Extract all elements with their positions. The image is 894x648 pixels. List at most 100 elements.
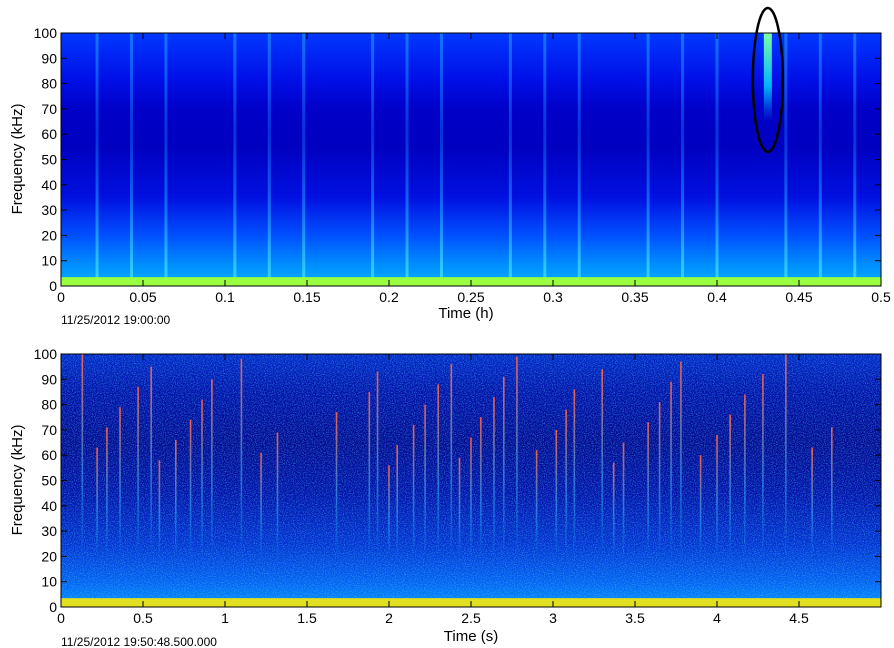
y-tick-label: 10 xyxy=(41,574,57,590)
x-tick-label: 4 xyxy=(713,610,721,626)
top-highlight-group xyxy=(751,6,785,154)
click-line xyxy=(388,465,390,557)
y-tick-label: 0 xyxy=(49,599,57,615)
click-line xyxy=(601,369,603,557)
top-axes-frame xyxy=(60,32,882,287)
y-tick-label: 0 xyxy=(49,278,57,294)
top-x-axis-label: Time (h) xyxy=(438,305,493,322)
click-line xyxy=(831,427,833,557)
bottom-x-axis-label: Time (s) xyxy=(444,628,498,645)
click-line xyxy=(729,414,731,557)
pulse-line xyxy=(784,33,788,286)
x-tick-label: 0.05 xyxy=(129,289,156,305)
y-tick-label: 30 xyxy=(41,523,57,539)
click-line xyxy=(106,427,108,557)
click-line xyxy=(744,394,746,557)
click-line xyxy=(612,462,615,557)
click-line xyxy=(211,379,213,557)
y-tick-label: 70 xyxy=(41,422,57,438)
click-line xyxy=(470,437,472,557)
x-tick-label: 1 xyxy=(221,610,229,626)
pulse-line xyxy=(646,33,650,286)
pulse-line xyxy=(439,33,443,286)
bottom-axes-frame xyxy=(60,353,882,608)
click-line xyxy=(96,447,98,557)
click-line xyxy=(458,457,461,557)
top-start-timestamp: 11/25/2012 19:00:00 xyxy=(61,313,171,327)
click-line xyxy=(699,455,702,557)
x-tick-label: 2 xyxy=(385,610,393,626)
y-tick-label: 100 xyxy=(34,25,58,41)
y-tick-label: 90 xyxy=(41,50,57,66)
y-tick-label: 10 xyxy=(41,253,57,269)
y-tick-label: 50 xyxy=(41,152,57,168)
click-line xyxy=(396,445,398,557)
click-line xyxy=(81,354,84,557)
click-line xyxy=(658,402,661,557)
bottom-spectrogram-clicks xyxy=(81,354,833,557)
highlight-ellipse xyxy=(751,6,785,154)
click-line xyxy=(376,371,379,557)
x-tick-label: 0.45 xyxy=(785,289,812,305)
pulse-line xyxy=(681,33,685,286)
bottom-axis-ticks: 0 0.5 1 1.5 2 2.5 3 3.5 4 4.5 0 10 20 30 40 50 60 70 80 90 1… xyxy=(34,346,881,626)
click-line xyxy=(175,440,177,557)
top-spectrogram-background xyxy=(61,33,881,286)
click-line xyxy=(276,432,279,557)
click-line xyxy=(785,354,787,557)
click-line xyxy=(137,386,139,557)
x-tick-label: 0.5 xyxy=(871,289,891,305)
click-line xyxy=(201,399,203,557)
pulse-line xyxy=(267,33,271,286)
y-tick-label: 40 xyxy=(41,177,57,193)
click-line xyxy=(260,452,262,557)
pulse-line xyxy=(543,33,547,286)
top-spectrogram-pulses xyxy=(95,33,857,286)
click-line xyxy=(119,407,121,557)
pulse-line xyxy=(715,33,719,286)
y-tick-label: 20 xyxy=(41,548,57,564)
pulse-line xyxy=(577,33,581,286)
click-line xyxy=(503,376,505,557)
click-line xyxy=(622,442,625,557)
pulse-line xyxy=(371,33,375,286)
click-line xyxy=(368,391,371,557)
click-line xyxy=(680,361,682,557)
x-tick-label: 0 xyxy=(57,289,65,305)
click-line xyxy=(335,412,338,557)
pulse-line xyxy=(95,33,99,286)
click-line xyxy=(437,384,439,557)
click-line xyxy=(811,447,813,557)
click-line xyxy=(189,419,192,557)
bottom-y-axis-label: Frequency (kHz) xyxy=(9,425,26,536)
click-line xyxy=(535,450,538,557)
x-tick-label: 0.1 xyxy=(215,289,235,305)
click-line xyxy=(762,374,764,557)
pulse-line xyxy=(508,33,512,286)
x-tick-label: 3 xyxy=(549,610,557,626)
y-tick-label: 50 xyxy=(41,473,57,489)
click-line xyxy=(565,409,567,557)
click-line xyxy=(555,429,558,557)
y-tick-label: 60 xyxy=(41,447,57,463)
x-tick-label: 0.3 xyxy=(543,289,563,305)
pulse-line xyxy=(164,33,168,286)
x-tick-label: 0 xyxy=(57,610,65,626)
click-line xyxy=(670,381,672,557)
x-tick-label: 0.15 xyxy=(293,289,320,305)
pulse-line xyxy=(233,33,237,286)
y-tick-label: 80 xyxy=(41,397,57,413)
click-line xyxy=(240,359,243,557)
top-y-axis-label: Frequency (kHz) xyxy=(9,104,26,215)
y-tick-label: 30 xyxy=(41,202,57,218)
highlighted-event xyxy=(763,33,772,122)
x-tick-label: 0.5 xyxy=(133,610,153,626)
x-tick-label: 0.35 xyxy=(621,289,648,305)
y-tick-label: 40 xyxy=(41,498,57,514)
click-line xyxy=(412,424,415,557)
x-tick-label: 4.5 xyxy=(789,610,809,626)
top-axis-ticks: 0 0.05 0.1 0.15 0.2 0.25 0.3 0.35 0.4 0.45 0.5 0 10 2… xyxy=(34,25,891,305)
click-line xyxy=(480,417,482,557)
y-tick-label: 20 xyxy=(41,227,57,243)
